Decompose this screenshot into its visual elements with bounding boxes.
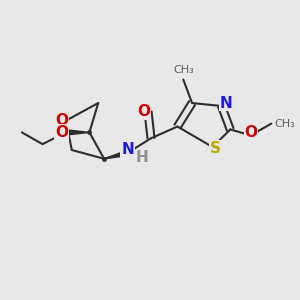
Text: N: N <box>220 96 232 111</box>
Text: O: O <box>137 104 150 119</box>
Text: O: O <box>244 125 257 140</box>
Text: O: O <box>55 113 68 128</box>
Text: O: O <box>55 125 68 140</box>
Polygon shape <box>104 150 128 159</box>
Text: H: H <box>136 150 148 165</box>
Polygon shape <box>66 130 89 135</box>
Text: N: N <box>121 142 134 158</box>
Text: S: S <box>210 141 221 156</box>
Text: CH₃: CH₃ <box>173 65 194 75</box>
Text: CH₃: CH₃ <box>274 118 295 129</box>
